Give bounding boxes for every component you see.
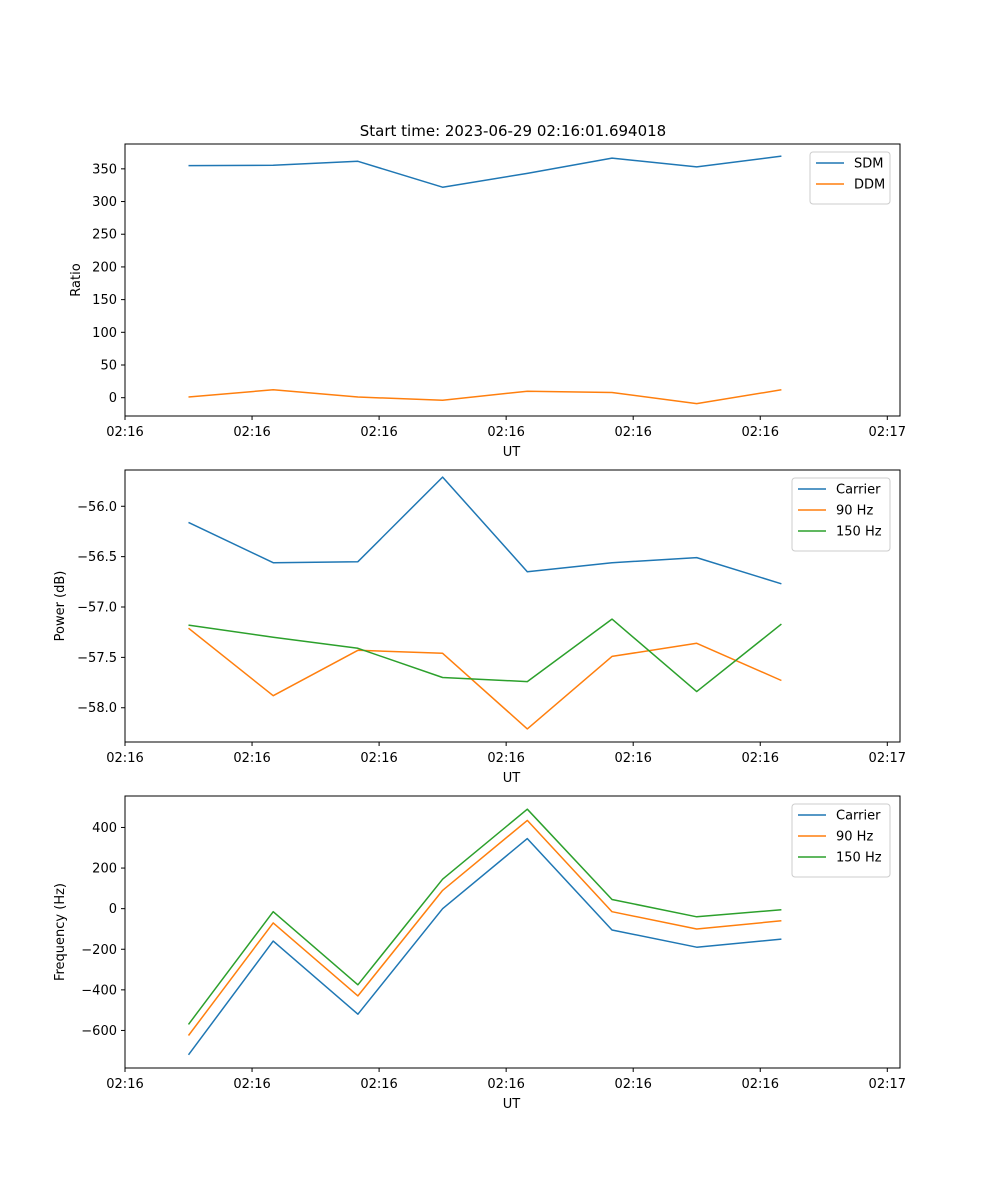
legend-label: Carrier bbox=[836, 809, 881, 824]
x-tick-label: 02:16 bbox=[233, 1077, 270, 1092]
x-tick-label: 02:16 bbox=[487, 425, 524, 440]
x-tick-label: 02:16 bbox=[360, 425, 397, 440]
y-tick-label: −56.5 bbox=[77, 550, 117, 565]
x-tick-label: 02:16 bbox=[614, 425, 651, 440]
legend-box bbox=[791, 477, 891, 552]
chart-title: Start time: 2023-06-29 02:16:01.694018 bbox=[360, 122, 666, 140]
y-axis-label: Frequency (Hz) bbox=[53, 883, 68, 981]
series-line-ddm bbox=[188, 389, 782, 405]
x-tick-label: 02:16 bbox=[487, 1077, 524, 1092]
legend-label: DDM bbox=[854, 178, 885, 193]
legend-label: 150 Hz bbox=[836, 525, 882, 540]
x-tick-label: 02:16 bbox=[360, 751, 397, 766]
y-tick-label: −57.0 bbox=[77, 601, 117, 616]
y-tick-label: −58.0 bbox=[77, 701, 117, 716]
plot-frame bbox=[124, 143, 901, 417]
x-tick-label: 02:16 bbox=[233, 425, 270, 440]
y-axis-label: Power (dB) bbox=[53, 571, 68, 642]
x-tick-label: 02:16 bbox=[106, 1077, 143, 1092]
chart-panel-2: −58.0 −57.5 −57.0 −56.5 −56.0 02:16 02:16 02:16… bbox=[53, 469, 906, 786]
legend-label: 90 Hz bbox=[836, 504, 873, 519]
y-tick-label: 400 bbox=[92, 821, 117, 836]
legend-box bbox=[809, 151, 891, 205]
y-tick-label: 250 bbox=[92, 228, 117, 243]
legend-label: 90 Hz bbox=[836, 830, 873, 845]
chart-panel-1: 0 50 100 150 200 250 300 350 02:16 02:16 02:16 02:1… bbox=[69, 143, 906, 460]
legend-label: Carrier bbox=[836, 483, 881, 498]
x-tick-label: 02:16 bbox=[742, 751, 779, 766]
x-tick-label: 02:16 bbox=[360, 1077, 397, 1092]
x-axis-label: UT bbox=[503, 771, 521, 786]
x-tick-label: 02:16 bbox=[487, 751, 524, 766]
plot-frame bbox=[124, 795, 901, 1069]
x-tick-label: 02:16 bbox=[106, 751, 143, 766]
x-axis-label: UT bbox=[503, 445, 521, 460]
series-line-carrier bbox=[187, 837, 782, 1056]
x-tick-label: 02:16 bbox=[742, 1077, 779, 1092]
legend-label: 150 Hz bbox=[836, 851, 882, 866]
y-tick-label: 0 bbox=[109, 902, 117, 917]
plot-frame bbox=[124, 469, 901, 743]
y-tick-label: 350 bbox=[92, 162, 117, 177]
legend-label: SDM bbox=[854, 157, 883, 172]
y-tick-label: 100 bbox=[92, 326, 117, 341]
x-tick-label: 02:16 bbox=[742, 425, 779, 440]
series-line-150-hz bbox=[187, 808, 782, 1025]
y-tick-label: 200 bbox=[92, 260, 117, 275]
y-tick-label: −56.0 bbox=[77, 500, 117, 515]
series-line-90-hz bbox=[188, 627, 782, 730]
x-tick-label: 02:16 bbox=[614, 751, 651, 766]
chart-panel-3: −600 −400 −200 0 200 400 02:16 02:16 02:16 02:16 0… bbox=[53, 795, 906, 1112]
legend: SDM DDM bbox=[809, 151, 891, 205]
series-line-150-hz bbox=[188, 618, 782, 693]
y-tick-label: −400 bbox=[81, 983, 117, 998]
x-tick-label: 02:16 bbox=[233, 751, 270, 766]
x-tick-label: 02:17 bbox=[869, 1077, 906, 1092]
x-tick-label: 02:16 bbox=[106, 425, 143, 440]
y-tick-label: 200 bbox=[92, 862, 117, 877]
x-tick-label: 02:16 bbox=[614, 1077, 651, 1092]
series-line-sdm bbox=[188, 155, 782, 188]
y-axis-label: Ratio bbox=[69, 263, 84, 296]
legend-box bbox=[791, 803, 891, 878]
panels: 0 50 100 150 200 250 300 350 02:16 02:16 02:16 02:1… bbox=[53, 143, 906, 1112]
legend: Carrier 90 Hz 150 Hz bbox=[791, 803, 891, 878]
y-tick-label: −200 bbox=[81, 943, 117, 958]
legend: Carrier 90 Hz 150 Hz bbox=[791, 477, 891, 552]
x-tick-label: 02:17 bbox=[869, 751, 906, 766]
x-tick-label: 02:17 bbox=[869, 425, 906, 440]
y-tick-label: −600 bbox=[81, 1024, 117, 1039]
x-axis-label: UT bbox=[503, 1097, 521, 1112]
y-tick-label: 0 bbox=[109, 391, 117, 406]
y-tick-label: 150 bbox=[92, 293, 117, 308]
y-tick-label: 50 bbox=[100, 359, 117, 374]
series-line-90-hz bbox=[187, 819, 782, 1036]
series-line-carrier bbox=[188, 476, 782, 585]
y-tick-label: 300 bbox=[92, 195, 117, 210]
y-tick-label: −57.5 bbox=[77, 651, 117, 666]
